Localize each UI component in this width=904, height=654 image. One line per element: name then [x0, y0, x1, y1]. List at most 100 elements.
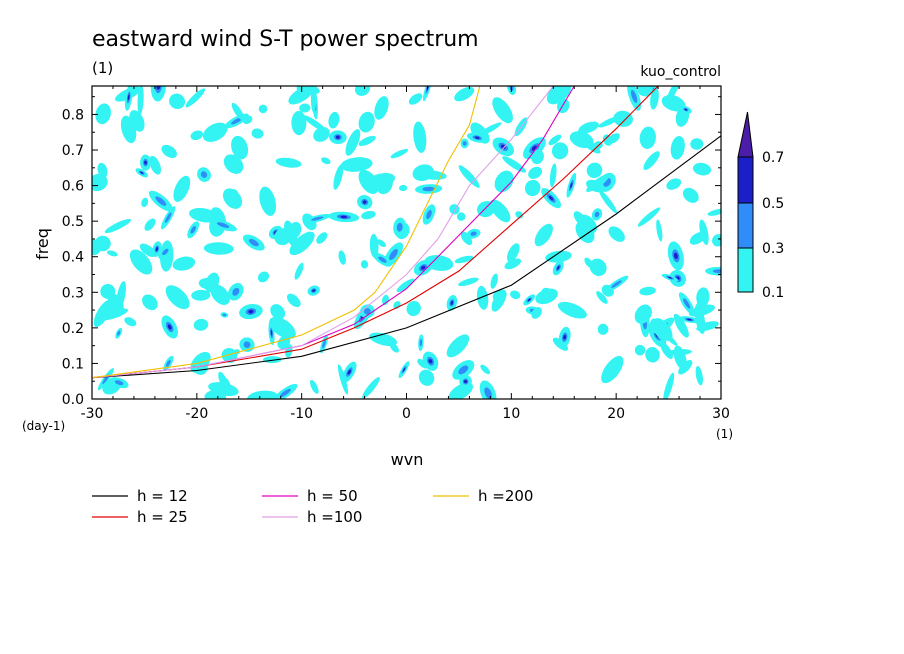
y-axis-label: freq: [33, 228, 52, 260]
contour-cell-low: [528, 166, 542, 180]
contour-cell-low: [418, 369, 435, 386]
contour-cell-low: [696, 321, 719, 332]
contour-cell-high: [687, 318, 692, 321]
x-tick-label: -20: [185, 406, 208, 422]
contour-cell-low: [637, 207, 661, 227]
contour-cell-low: [670, 136, 685, 160]
contour-cell-mid: [611, 280, 622, 288]
contour-cell-low: [690, 138, 704, 150]
contour-cell-high: [450, 300, 454, 305]
y-tick-label: 0.7: [62, 143, 84, 159]
contour-cell-low: [446, 334, 470, 358]
contour-cell-low: [381, 294, 390, 306]
contour-cell-low: [313, 126, 330, 142]
contour-cell-low: [413, 121, 427, 153]
contour-cell-low: [707, 208, 721, 216]
colorbar-label: 0.5: [762, 196, 784, 212]
series-line: [92, 86, 659, 379]
contour-cell-low: [584, 257, 593, 268]
contour-cell-low: [607, 133, 620, 144]
contour-cell-low: [480, 364, 491, 375]
contour-cell-high: [144, 160, 147, 165]
contour-cell-mid: [216, 222, 230, 228]
contour-cell-low: [259, 186, 277, 216]
contour-cell-low: [639, 286, 656, 296]
contour-cell-low: [456, 212, 466, 221]
contour-cell-low: [682, 187, 699, 203]
contour-cell-low: [598, 116, 620, 128]
contour-cell-mid: [232, 287, 240, 296]
contour-cell-mid: [363, 308, 371, 315]
colorbar-label: 0.7: [762, 150, 784, 166]
contour-cell-high: [570, 182, 573, 188]
contour-cell-low: [360, 260, 369, 269]
contour-cell-low: [258, 104, 268, 114]
contour-cell-low: [399, 184, 408, 192]
contour-cell-low: [223, 154, 244, 174]
contour-cell-low: [169, 93, 186, 110]
contour-cell-high: [127, 94, 130, 101]
contour-cell-mid: [630, 89, 638, 103]
contour-cell-low: [286, 293, 301, 308]
contour-cell-high: [421, 265, 426, 270]
contour-cell-low: [653, 327, 667, 342]
colorbar: 0.1 0.3 0.5 0.7: [737, 111, 784, 301]
contour-cell-low: [328, 111, 340, 129]
contour-cell-low: [490, 199, 511, 223]
contour-cell-high: [347, 369, 351, 375]
contour-cell-low: [257, 271, 270, 283]
contour-cell-high: [340, 215, 348, 219]
contour-cell-high: [527, 298, 531, 302]
contour-cell-low: [557, 301, 587, 319]
contour-cell-low: [120, 115, 137, 144]
contour-cell-mid: [389, 249, 398, 260]
contour-cell-low: [338, 250, 346, 265]
contour-cell-low: [601, 356, 624, 384]
contour-cell-mid: [231, 117, 243, 125]
contour-cell-low: [321, 157, 331, 165]
contour-cell-low: [95, 103, 111, 125]
contour-cell-low: [142, 294, 158, 311]
contour-cell-low: [275, 157, 302, 168]
series-line: [92, 135, 721, 379]
legend-label: h =100: [307, 508, 362, 526]
contour-cell-low: [494, 170, 514, 193]
contour-cell-mid: [190, 226, 196, 234]
contour-cell-high: [402, 367, 406, 372]
y-tick-label: 0.6: [62, 179, 84, 195]
contour-cell-low: [274, 228, 292, 246]
contour-cell-low: [204, 390, 227, 399]
contour-cell-low: [390, 149, 409, 159]
contour-cell-high: [500, 144, 506, 149]
contour-cell-low: [369, 233, 379, 258]
contour-cell-low: [689, 232, 706, 245]
contour-cell-low: [666, 349, 692, 356]
contour-cell-mid: [322, 339, 326, 349]
contour-cell-high: [336, 135, 340, 139]
contour-cell-low: [454, 255, 474, 264]
contour-cell-low: [551, 142, 569, 160]
contour-cell-high: [557, 265, 560, 270]
contour-cell-low: [144, 218, 156, 231]
contour-cell-low: [104, 218, 132, 234]
contour-cell-mid: [114, 380, 124, 386]
contour-cell-low: [228, 189, 239, 201]
contour-cell-low: [412, 164, 434, 182]
x-tick-label: 20: [607, 406, 625, 422]
x-unit-label: (1): [716, 427, 733, 441]
x-tick-label: 30: [712, 406, 730, 422]
contour-cell-high: [563, 334, 567, 340]
x-axis-label: wvn: [391, 450, 424, 469]
contour-cell-mid: [279, 388, 291, 397]
contour-cell-mid: [462, 141, 467, 146]
contour-cell-low: [190, 130, 204, 141]
colorbar-segment: [737, 247, 754, 293]
contour-cell-low: [299, 103, 311, 113]
contour-cell-high: [270, 330, 273, 336]
legend: h = 12 h = 25 h = 50 h =100 h =200: [92, 487, 533, 526]
legend-label: h = 50: [307, 487, 358, 505]
contour-cell-low: [586, 162, 603, 179]
contour-cell-low: [545, 250, 572, 263]
colorbar-label: 0.1: [762, 285, 784, 301]
